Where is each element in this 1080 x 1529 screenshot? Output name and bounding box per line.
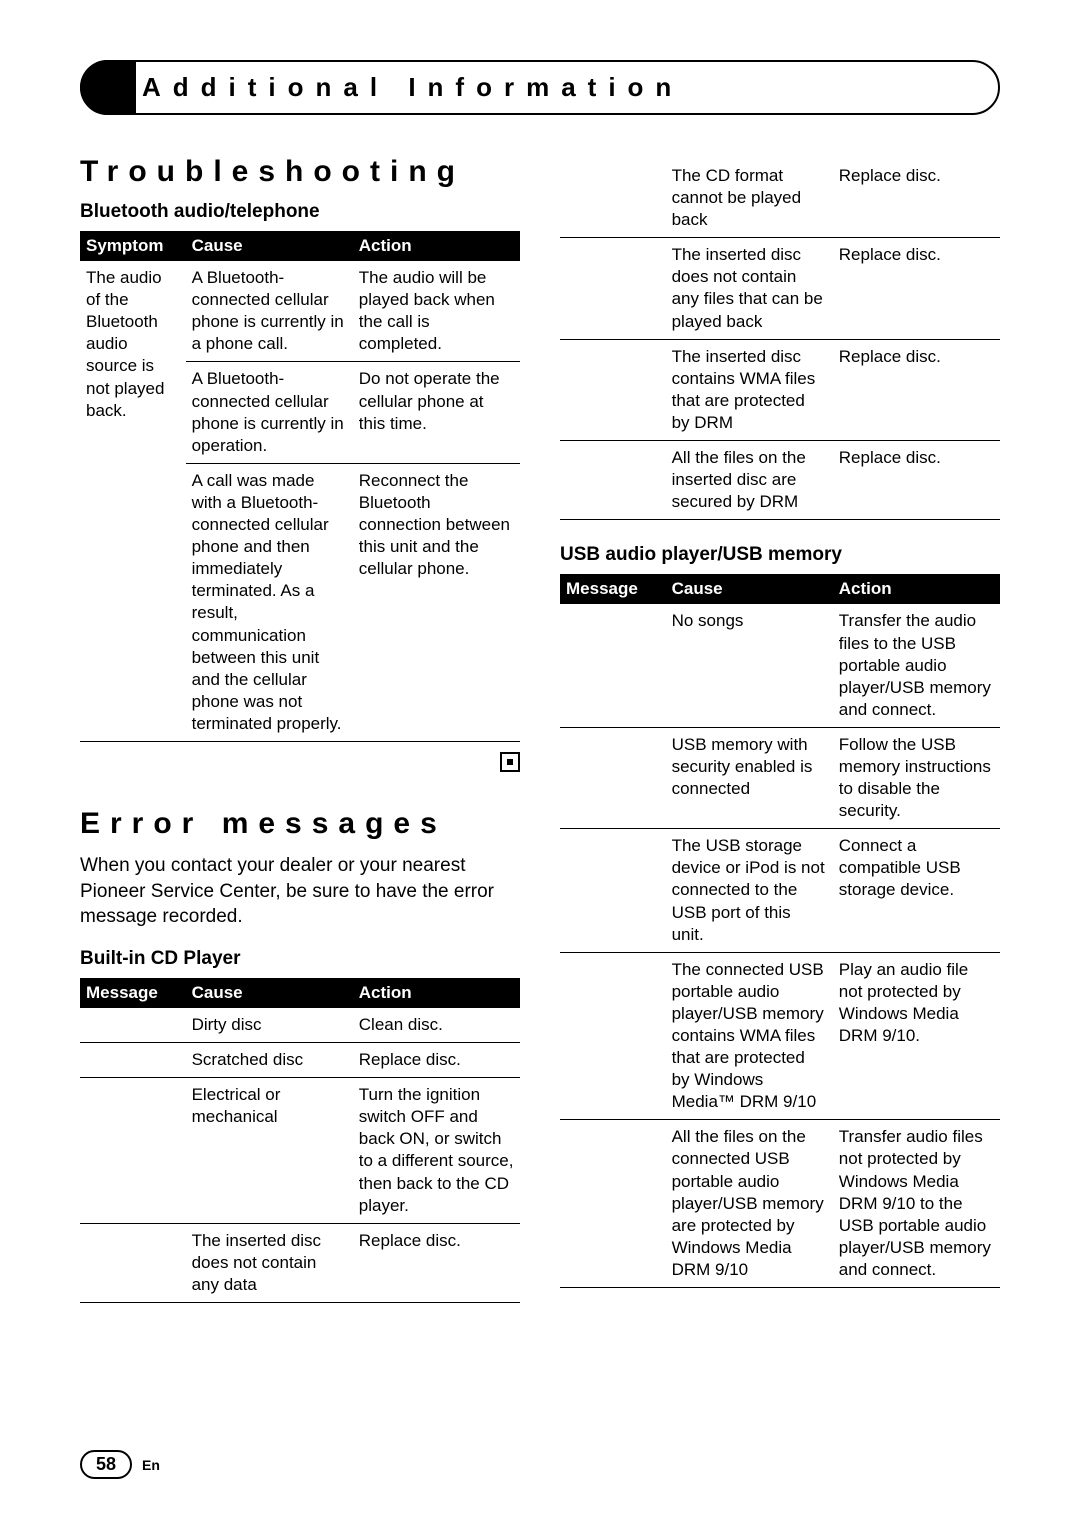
col-action: Action <box>353 978 520 1008</box>
table-row: Scratched disc Replace disc. <box>80 1043 520 1078</box>
action-cell: Replace disc. <box>353 1223 520 1302</box>
error-messages-heading: Error messages <box>80 807 520 841</box>
content-columns: Troubleshooting Bluetooth audio/telephon… <box>80 155 1000 1303</box>
action-cell: Transfer the audio files to the USB port… <box>833 604 1000 727</box>
message-cell <box>560 441 666 520</box>
action-cell: Replace disc. <box>833 339 1000 440</box>
cause-cell: The inserted disc does not contain any d… <box>186 1223 353 1302</box>
cd-table: Message Cause Action Dirty disc Clean di… <box>80 978 520 1303</box>
cause-cell: The inserted disc does not contain any f… <box>666 238 833 339</box>
cause-cell: The connected USB portable audio player/… <box>666 952 833 1120</box>
cd-subhead: Built-in CD Player <box>80 948 520 970</box>
table-row: The inserted disc contains WMA files tha… <box>560 339 1000 440</box>
action-cell: Replace disc. <box>833 441 1000 520</box>
troubleshooting-heading: Troubleshooting <box>80 155 520 189</box>
cd-table-continued: The CD format cannot be played back Repl… <box>560 159 1000 520</box>
message-cell <box>560 829 666 952</box>
bluetooth-table: Symptom Cause Action The audio of the Bl… <box>80 231 520 742</box>
page-footer: 58 En <box>80 1450 160 1479</box>
page-number: 58 <box>80 1450 132 1479</box>
usb-subhead: USB audio player/USB memory <box>560 544 1000 566</box>
message-cell <box>560 159 666 238</box>
col-cause: Cause <box>186 231 353 261</box>
table-row: No songs Transfer the audio files to the… <box>560 604 1000 727</box>
language-label: En <box>142 1457 160 1473</box>
table-row: USB memory with security enabled is conn… <box>560 727 1000 828</box>
cause-cell: The USB storage device or iPod is not co… <box>666 829 833 952</box>
cause-cell: Electrical or mechanical <box>186 1078 353 1224</box>
cause-cell: No songs <box>666 604 833 727</box>
cause-cell: Scratched disc <box>186 1043 353 1078</box>
table-row: Dirty disc Clean disc. <box>80 1008 520 1043</box>
col-message: Message <box>80 978 186 1008</box>
action-cell: Replace disc. <box>833 238 1000 339</box>
action-cell: Reconnect the Bluetooth connection betwe… <box>353 463 520 741</box>
cause-cell: The CD format cannot be played back <box>666 159 833 238</box>
error-intro: When you contact your dealer or your nea… <box>80 853 520 930</box>
col-cause: Cause <box>186 978 353 1008</box>
table-row: Electrical or mechanical Turn the igniti… <box>80 1078 520 1224</box>
col-cause: Cause <box>666 574 833 604</box>
action-cell: Do not operate the cellular phone at thi… <box>353 362 520 463</box>
action-cell: Follow the USB memory instructions to di… <box>833 727 1000 828</box>
message-cell <box>80 1223 186 1302</box>
col-message: Message <box>560 574 666 604</box>
action-cell: The audio will be played back when the c… <box>353 261 520 362</box>
message-cell <box>80 1078 186 1224</box>
right-column: The CD format cannot be played back Repl… <box>560 155 1000 1303</box>
action-cell: Play an audio file not protected by Wind… <box>833 952 1000 1120</box>
cause-cell: All the files on the inserted disc are s… <box>666 441 833 520</box>
table-row: The inserted disc does not contain any d… <box>80 1223 520 1302</box>
table-row: All the files on the inserted disc are s… <box>560 441 1000 520</box>
cause-cell: USB memory with security enabled is conn… <box>666 727 833 828</box>
table-row: The audio of the Bluetooth audio source … <box>80 261 520 362</box>
message-cell <box>560 727 666 828</box>
table-row: The USB storage device or iPod is not co… <box>560 829 1000 952</box>
action-cell: Replace disc. <box>353 1043 520 1078</box>
action-cell: Connect a compatible USB storage device. <box>833 829 1000 952</box>
left-column: Troubleshooting Bluetooth audio/telephon… <box>80 155 520 1303</box>
cause-cell: Dirty disc <box>186 1008 353 1043</box>
cause-cell: A Bluetooth-connected cellular phone is … <box>186 362 353 463</box>
action-cell: Clean disc. <box>353 1008 520 1043</box>
cause-cell: A call was made with a Bluetooth-connect… <box>186 463 353 741</box>
cause-cell: The inserted disc contains WMA files tha… <box>666 339 833 440</box>
page-header: Additional Information <box>80 60 1000 115</box>
col-action: Action <box>833 574 1000 604</box>
cause-cell: A Bluetooth-connected cellular phone is … <box>186 261 353 362</box>
message-cell <box>80 1043 186 1078</box>
usb-table: Message Cause Action No songs Transfer t… <box>560 574 1000 1288</box>
action-cell: Turn the ignition switch OFF and back ON… <box>353 1078 520 1224</box>
table-row: The connected USB portable audio player/… <box>560 952 1000 1120</box>
message-cell <box>560 238 666 339</box>
action-cell: Replace disc. <box>833 159 1000 238</box>
col-action: Action <box>353 231 520 261</box>
message-cell <box>560 604 666 727</box>
message-cell <box>560 1120 666 1288</box>
symptom-cell: The audio of the Bluetooth audio source … <box>80 261 186 741</box>
table-row: All the files on the connected USB porta… <box>560 1120 1000 1288</box>
message-cell <box>560 952 666 1120</box>
action-cell: Transfer audio files not protected by Wi… <box>833 1120 1000 1288</box>
cause-cell: All the files on the connected USB porta… <box>666 1120 833 1288</box>
table-row: The CD format cannot be played back Repl… <box>560 159 1000 238</box>
table-row: The inserted disc does not contain any f… <box>560 238 1000 339</box>
section-end-icon <box>80 752 520 777</box>
col-symptom: Symptom <box>80 231 186 261</box>
bluetooth-subhead: Bluetooth audio/telephone <box>80 201 520 223</box>
header-title: Additional Information <box>142 72 974 103</box>
message-cell <box>80 1008 186 1043</box>
message-cell <box>560 339 666 440</box>
